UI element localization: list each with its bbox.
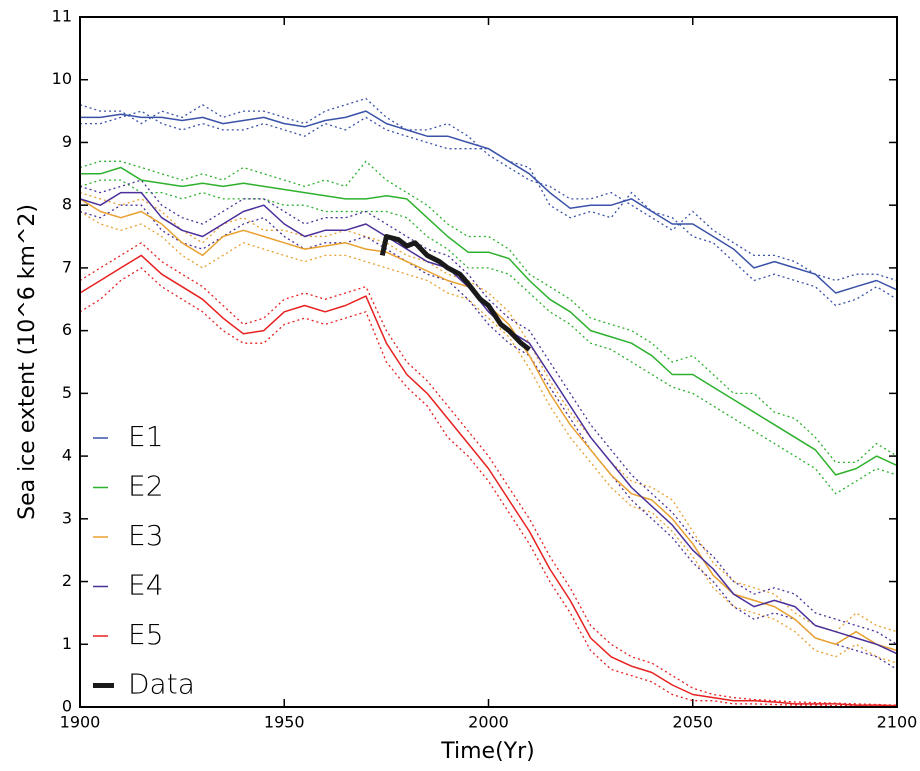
legend-label: E1 [128,420,164,453]
y-tick-label: 11 [52,7,72,26]
member-line [79,160,898,464]
plot-frame [79,16,898,708]
y-tick-label: 3 [62,508,72,527]
x-tick-label: 1900 [60,713,101,732]
member-line [79,97,898,282]
y-tick-label: 4 [62,446,72,465]
member-line [79,204,898,670]
member-line [79,241,898,706]
y-tick-label: 10 [52,69,72,88]
y-tick-label: 7 [62,257,72,276]
y-tick-label: 1 [62,634,72,653]
x-tick-label: 1950 [264,713,305,732]
x-tick-label: 2050 [672,713,713,732]
legend-label: E5 [128,618,164,651]
x-tick-label: 2100 [877,713,918,732]
mean-line [80,166,898,476]
y-axis-label: Sea ice extent (10^6 km^2) [15,204,40,520]
y-tick-label: 6 [62,320,72,339]
legend-label: E4 [128,569,164,602]
x-tick-label: 2000 [468,713,509,732]
legend-label: Data [128,668,195,701]
mean-line [79,191,898,655]
x-axis-label: Time(Yr) [440,739,535,764]
legend-label: E2 [128,470,164,503]
member-line [79,267,897,708]
member-line [79,179,898,495]
data-line [379,234,531,352]
y-tick-label: 8 [62,195,72,214]
y-tick-label: 0 [62,697,72,716]
legend-label: E3 [128,519,164,552]
y-tick-label: 2 [62,571,72,590]
mean-line [79,254,898,707]
y-tick-label: 9 [62,132,72,151]
y-tick-label: 5 [62,383,72,402]
mean-line [80,110,898,294]
